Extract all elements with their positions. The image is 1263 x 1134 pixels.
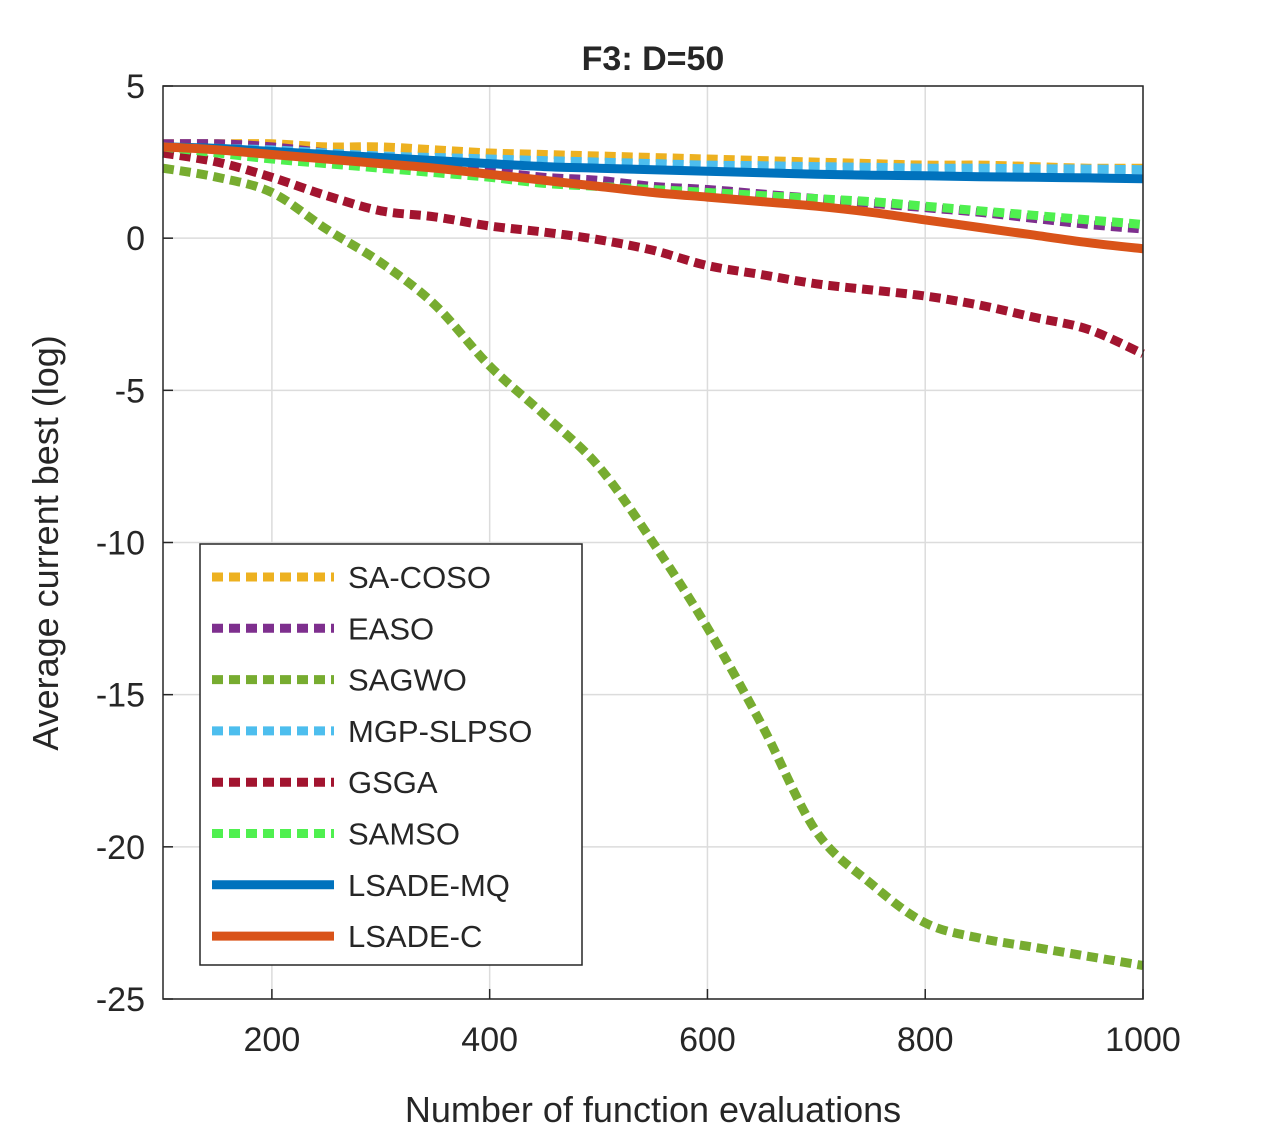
y-tick-label-0: 0 [126, 220, 145, 258]
legend-label-mgp-slpso: MGP-SLPSO [348, 714, 532, 749]
legend: SA-COSO EASO SAGWO MGP-SLPSO GSGA SAMSO LSADE-… [199, 543, 583, 966]
x-tick-label-600: 600 [679, 1021, 736, 1059]
series-line-samso [162, 142, 1144, 229]
legend-label-lsade-mq: LSADE-MQ [348, 868, 510, 903]
y-tick-label--25: -25 [96, 981, 145, 1019]
y-tick-label--5: -5 [115, 372, 145, 410]
legend-label-samso: SAMSO [348, 817, 460, 852]
legend-label-gsga: GSGA [348, 765, 438, 800]
x-tick-label-400: 400 [461, 1021, 518, 1059]
legend-label-easo: EASO [348, 611, 434, 646]
legend-box [199, 543, 583, 966]
ticks: 200 400 600 800 1000 5 0 -5 -10 -15 -20 -25 [96, 68, 1181, 1059]
series-line-lsade-c [162, 142, 1144, 254]
y-axis-label: Average current best (log) [25, 335, 66, 751]
x-tick-label-200: 200 [244, 1021, 301, 1059]
x-tick-label-1000: 1000 [1105, 1021, 1181, 1059]
series-line-sagwo [162, 163, 1144, 970]
y-tick-label--20: -20 [96, 829, 145, 867]
y-tick-label-5: 5 [126, 68, 145, 106]
legend-entries: SA-COSO EASO SAGWO MGP-SLPSO GSGA SAMSO LSADE-… [212, 560, 532, 954]
series-layer [162, 139, 1145, 970]
legend-label-sa-coso: SA-COSO [348, 560, 491, 595]
y-tick-label--15: -15 [96, 677, 145, 715]
legend-label-sagwo: SAGWO [348, 663, 467, 698]
y-tick-label--10: -10 [96, 525, 145, 563]
chart-title: F3: D=50 [582, 40, 725, 78]
grid [163, 85, 1144, 1000]
x-tick-label-800: 800 [897, 1021, 954, 1059]
series-line-gsga [162, 148, 1145, 358]
legend-label-lsade-c: LSADE-C [348, 919, 482, 954]
x-axis-label: Number of function evaluations [405, 1089, 901, 1130]
